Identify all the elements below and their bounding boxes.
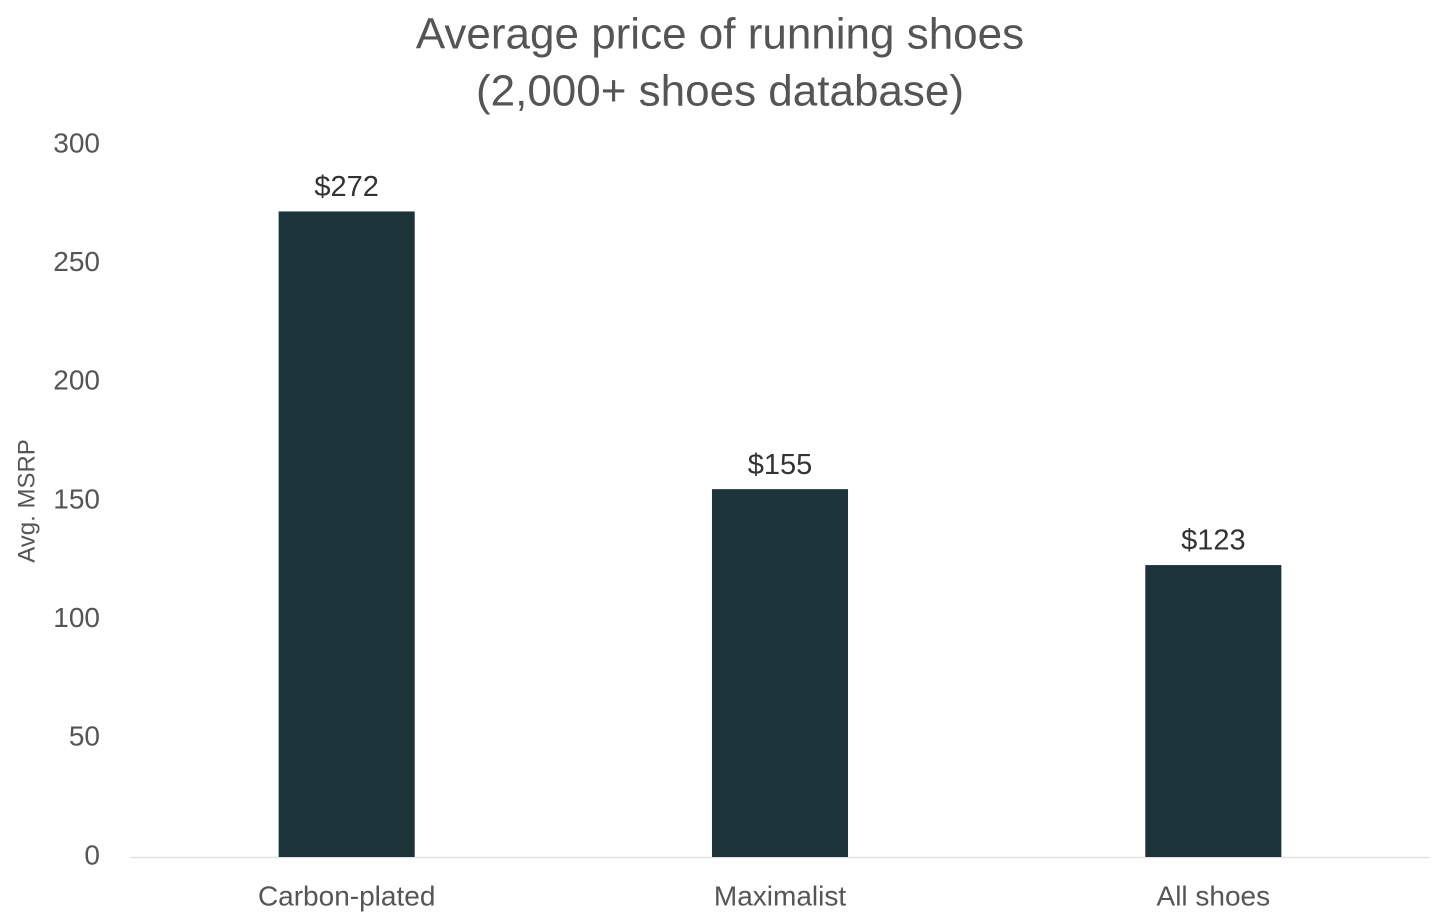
y-tick-label: 100 (53, 602, 100, 633)
y-tick-label: 200 (53, 365, 100, 396)
x-tick-label: Maximalist (714, 880, 846, 911)
data-label: $155 (748, 449, 813, 481)
y-tick-label: 0 (84, 839, 100, 870)
chart-title: (2,000+ shoes database) (476, 67, 964, 116)
chart-title: Average price of running shoes (416, 10, 1024, 59)
y-tick-label: 50 (69, 721, 100, 752)
bar (1145, 565, 1282, 857)
data-label: $123 (1181, 525, 1246, 557)
y-tick-label: 250 (53, 246, 100, 277)
y-axis-label: Avg. MSRP (13, 439, 40, 563)
data-label: $272 (314, 171, 379, 203)
y-tick-label: 300 (53, 127, 100, 158)
bar (278, 211, 415, 857)
x-tick-label: Carbon-plated (258, 880, 435, 911)
y-tick-label: 150 (53, 483, 100, 514)
x-tick-label: All shoes (1157, 880, 1271, 911)
bar (711, 489, 849, 857)
